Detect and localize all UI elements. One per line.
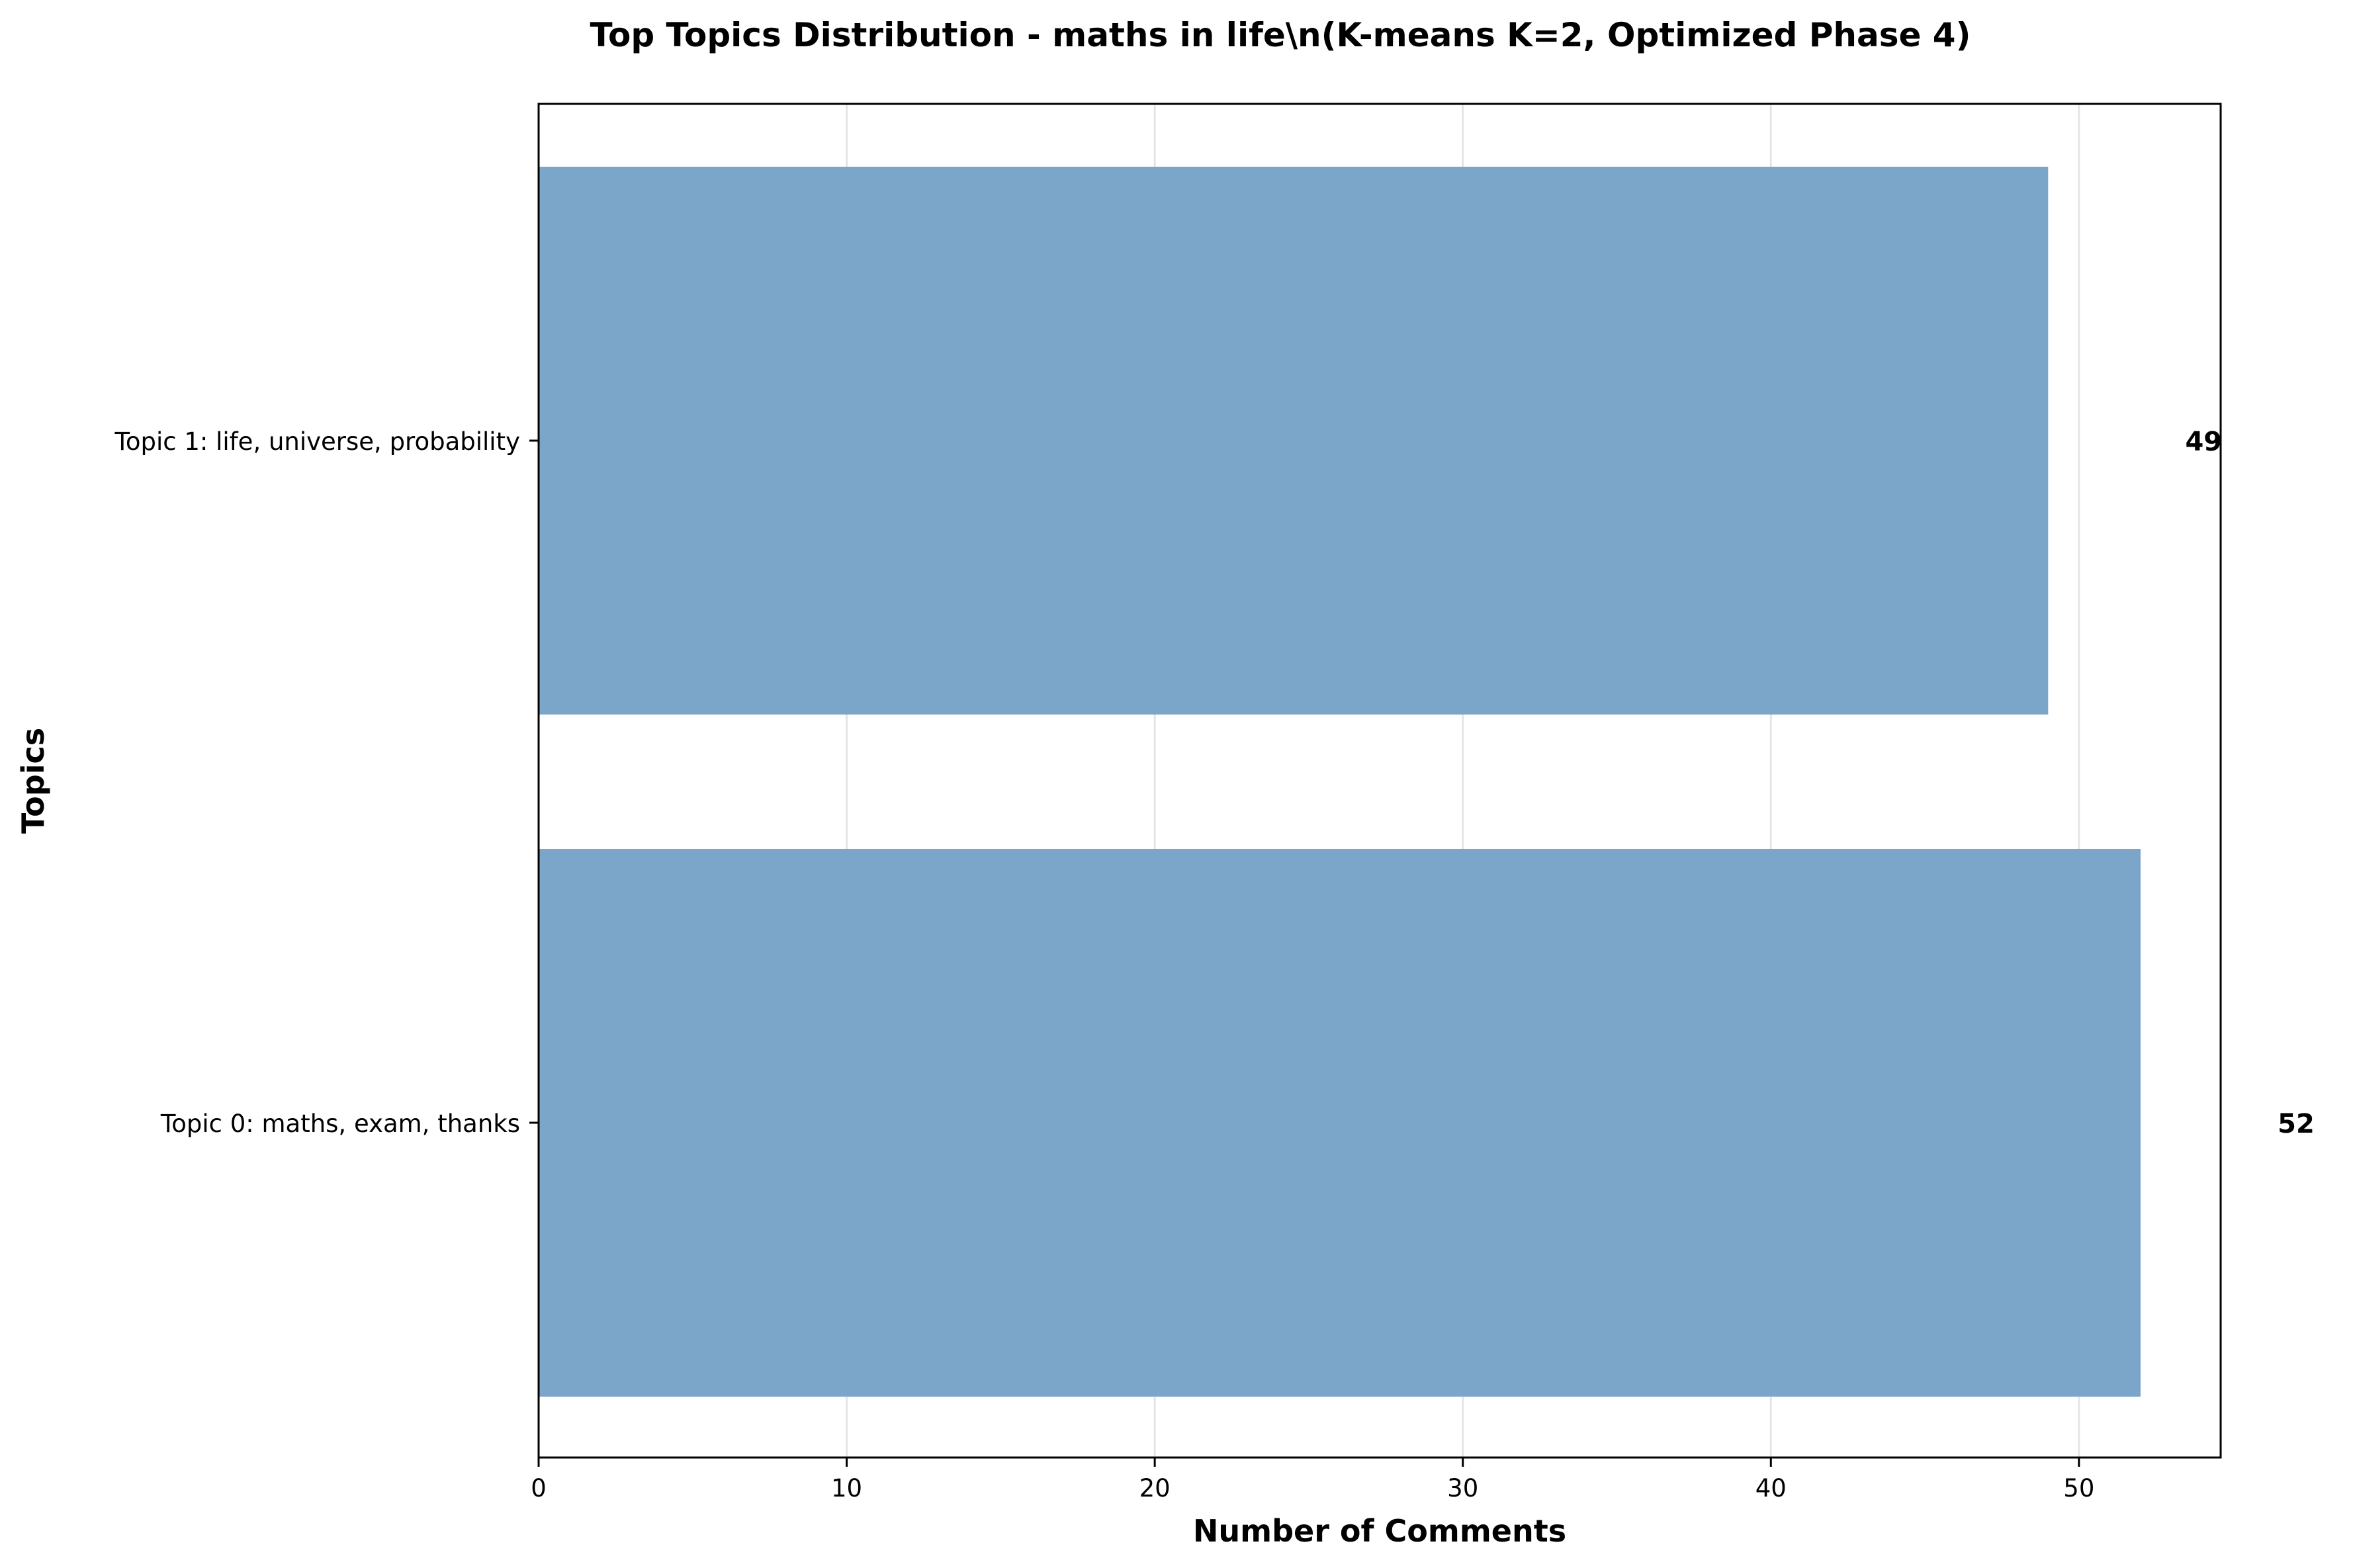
x-tick-label-0: 0	[531, 1474, 547, 1503]
y-axis-ticks: Topic 1: life, universe, probability Topi…	[114, 427, 539, 1138]
data-labels: 49 52	[2185, 427, 2314, 1139]
x-axis-ticks: 0 10 20 30 40 50	[531, 1458, 2094, 1503]
bar-0	[539, 167, 2049, 715]
y-tick-label-0: Topic 1: life, universe, probability	[114, 427, 521, 456]
x-tick-label-1: 10	[831, 1474, 862, 1503]
y-axis-label: Topics	[15, 728, 51, 834]
x-tick-label-2: 20	[1139, 1474, 1171, 1503]
bars	[539, 167, 2141, 1397]
x-tick-label-4: 40	[1755, 1474, 1787, 1503]
x-tick-label-3: 30	[1447, 1474, 1478, 1503]
x-axis-label: Number of Comments	[1193, 1513, 1566, 1549]
plot-frame	[537, 103, 2222, 1459]
y-tick-label-1: Topic 0: maths, exam, thanks	[160, 1110, 520, 1138]
chart-title: Top Topics Distribution - maths in life\…	[590, 16, 1971, 54]
x-tick-label-5: 50	[2063, 1474, 2094, 1503]
data-label-1: 52	[2278, 1109, 2315, 1139]
data-label-0: 49	[2185, 427, 2222, 457]
bar-1	[539, 849, 2141, 1397]
